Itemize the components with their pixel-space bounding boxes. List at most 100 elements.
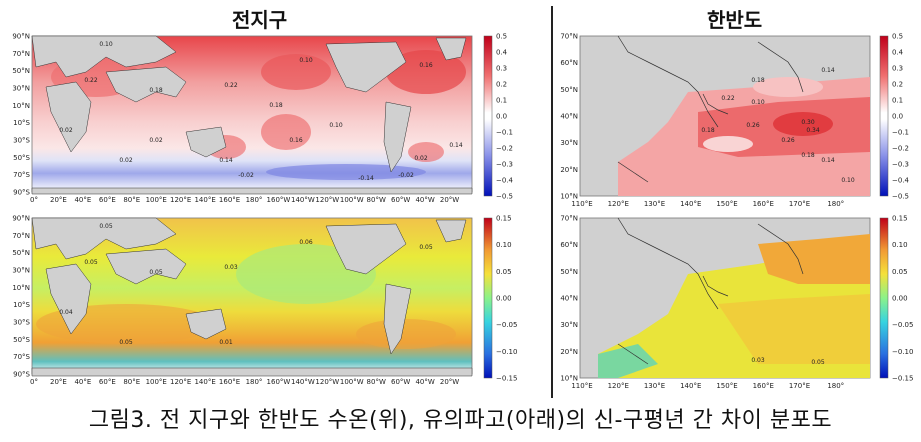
lon-tick-label: 160°E	[219, 196, 240, 204]
lat-tick-label: 90°N	[12, 33, 30, 41]
contour-label: 0.10	[99, 41, 113, 48]
lon-tick-label: 140°W	[291, 196, 315, 204]
contour-label: 0.18	[751, 77, 765, 84]
lon-tick-label: 130°E	[644, 382, 665, 390]
global-swh-colorbar	[483, 217, 493, 379]
contour-label: 0.02	[414, 155, 428, 162]
lon-tick-label: 120°W	[315, 196, 339, 204]
lat-tick-label: 30°N	[560, 139, 578, 147]
colorbar-tick-label: −0.5	[496, 193, 513, 201]
lat-tick-label: 10°S	[13, 301, 30, 309]
colorbar-tick-label: 0.10	[496, 241, 512, 249]
lat-tick-label: 60°N	[560, 241, 578, 249]
lat-tick-label: 50°N	[12, 67, 30, 75]
lat-tick-label: 10°N	[12, 284, 30, 292]
contour-label: 0.18	[149, 87, 163, 94]
lat-tick-label: 70°S	[13, 353, 30, 361]
colorbar-tick-label: −0.2	[496, 145, 513, 153]
lat-tick-label: 50°N	[560, 268, 578, 276]
contour-label: 0.10	[329, 122, 343, 129]
lon-tick-label: 110°E	[571, 382, 592, 390]
lat-tick-label: 90°S	[13, 371, 30, 379]
lon-tick-label: 170°E	[789, 382, 810, 390]
lon-tick-label: 100°W	[340, 196, 364, 204]
colorbar-tick-label: −0.10	[496, 348, 517, 356]
lon-tick-label: 60°E	[99, 196, 116, 204]
colorbar-tick-label: 0.2	[892, 81, 903, 89]
lon-tick-label: 120°E	[170, 378, 191, 386]
lat-tick-label: 10°N	[560, 193, 578, 201]
lat-tick-label: 70°S	[13, 171, 30, 179]
colorbar-tick-label: 0.0	[892, 113, 903, 121]
lon-tick-label: 20°W	[440, 378, 459, 386]
contour-label: 0.05	[84, 259, 98, 266]
colorbar-tick-label: 0.00	[892, 295, 908, 303]
contour-label: 0.14	[219, 157, 233, 164]
lon-tick-label: 40°W	[415, 196, 434, 204]
colorbar-tick-label: 0.5	[892, 33, 903, 41]
korea-swh-map: 0.15 0.10 0.05 0.00 −0.05 −0.10 −0.15 70°N 60°N…	[560, 215, 913, 391]
colorbar-tick-label: 0.3	[892, 65, 903, 73]
contour-label: 0.05	[811, 359, 825, 366]
contour-label: 0.03	[751, 357, 765, 364]
contour-label: 0.26	[781, 137, 795, 144]
colorbar-tick-label: −0.05	[496, 321, 517, 329]
colorbar-tick-label: −0.4	[496, 177, 514, 185]
lat-tick-label: 10°N	[12, 102, 30, 110]
lon-tick-label: 150°E	[716, 200, 737, 208]
korea-swh-colorbar	[879, 217, 889, 379]
contour-label: 0.01	[219, 339, 233, 346]
lon-tick-label: 120°E	[170, 196, 191, 204]
lon-tick-label: 140°E	[194, 378, 215, 386]
lon-tick-label: 120°E	[608, 200, 629, 208]
lat-tick-label: 50°S	[13, 336, 30, 344]
lon-tick-label: 160°E	[753, 382, 774, 390]
lat-tick-label: 60°N	[560, 59, 578, 67]
contour-label: 0.22	[84, 77, 98, 84]
figure-caption: 그림3. 전 지구와 한반도 수온(위), 유의파고(아래)의 신-구평년 간 …	[88, 408, 833, 433]
contour-label: 0.34	[806, 127, 820, 134]
korea-sst-colorbar	[879, 35, 889, 197]
colorbar-tick-label: 0.15	[892, 215, 908, 223]
colorbar-tick-label: −0.1	[496, 129, 513, 137]
lat-tick-label: 40°N	[560, 295, 578, 303]
lon-tick-label: 180°	[827, 382, 844, 390]
lon-tick-label: 40°W	[415, 378, 434, 386]
lon-tick-label: 60°E	[99, 378, 116, 386]
contour-label: 0.16	[289, 137, 303, 144]
lon-tick-label: 0°	[30, 378, 38, 386]
lon-tick-label: 130°E	[644, 200, 665, 208]
lon-tick-label: 100°E	[146, 196, 167, 204]
korea-sst-map: 0.5 0.4 0.3 0.2 0.1 0.0 −0.1 −0.2 −0.3 −0.4 −0.5 7…	[560, 33, 909, 209]
lat-tick-label: 50°N	[12, 249, 30, 257]
lon-tick-label: 180°	[827, 200, 844, 208]
contour-label: 0.05	[149, 269, 163, 276]
korea-sst-coast	[617, 35, 804, 183]
colorbar-tick-label: −0.05	[892, 321, 913, 329]
contour-label: 0.05	[119, 339, 133, 346]
lat-tick-label: 20°N	[560, 166, 578, 174]
lon-tick-label: 80°W	[367, 196, 386, 204]
colorbar-tick-label: 0.00	[496, 295, 512, 303]
contour-label: 0.02	[149, 137, 163, 144]
lat-tick-label: 30°N	[560, 321, 578, 329]
korea-title: 한반도	[707, 8, 763, 32]
lat-tick-label: 50°N	[560, 86, 578, 94]
colorbar-tick-label: −0.5	[892, 193, 909, 201]
colorbar-tick-label: 0.3	[496, 65, 507, 73]
contour-label: 0.26	[746, 122, 760, 129]
lon-tick-label: 160°E	[219, 378, 240, 386]
lon-tick-label: 80°W	[367, 378, 386, 386]
lon-tick-label: 0°	[30, 196, 38, 204]
colorbar-tick-label: 0.4	[496, 49, 508, 57]
contour-label: 0.02	[119, 157, 133, 164]
colorbar-tick-label: −0.1	[892, 129, 909, 137]
colorbar-tick-label: 0.5	[496, 33, 507, 41]
lon-tick-label: 20°E	[50, 378, 67, 386]
lon-tick-label: 180°	[246, 378, 263, 386]
lat-tick-label: 70°N	[12, 50, 30, 58]
contour-label: -0.02	[398, 172, 414, 179]
contour-label: -0.02	[238, 172, 254, 179]
global-sst-land	[31, 35, 473, 195]
lat-tick-label: 50°S	[13, 154, 30, 162]
